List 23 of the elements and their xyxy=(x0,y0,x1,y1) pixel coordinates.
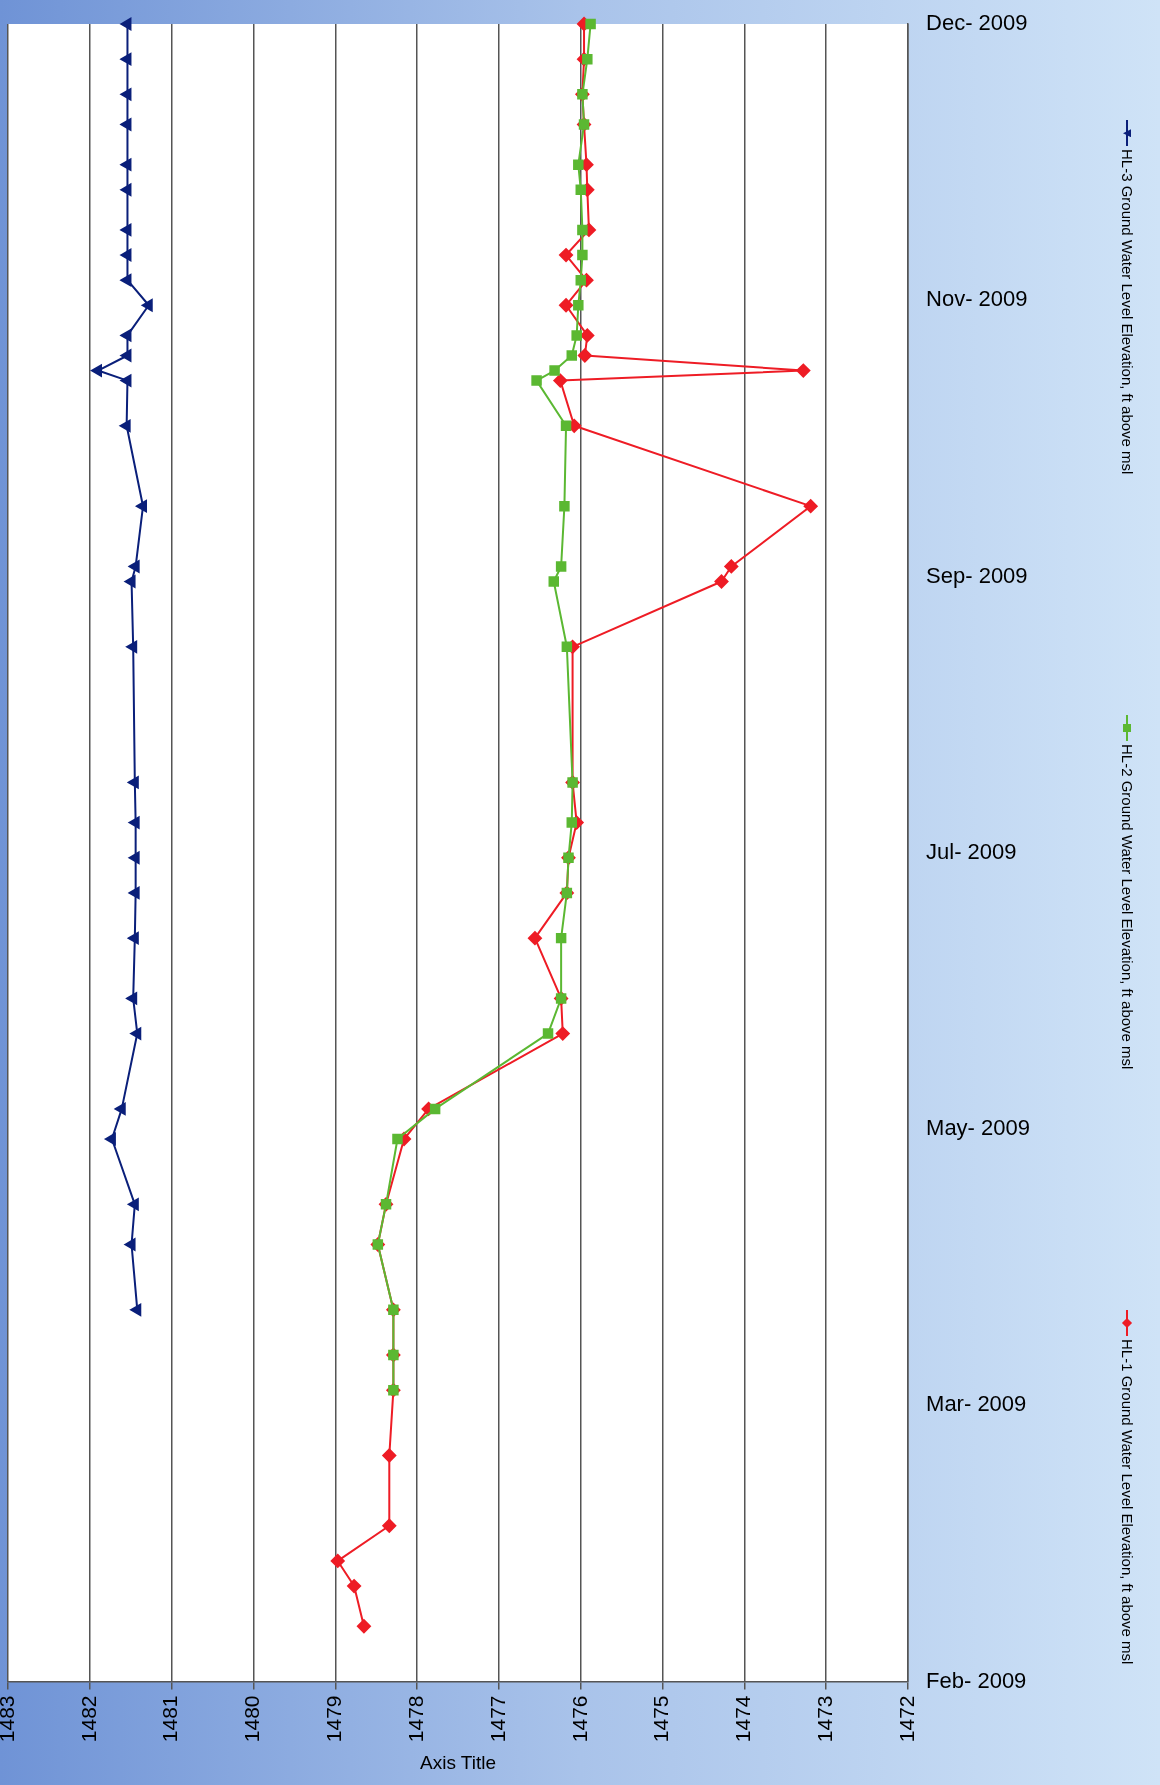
legend-label: HL-1 Ground Water Level Elevation, ft above msl xyxy=(1118,1339,1136,1665)
x-tick-label: 1473 xyxy=(813,1695,837,1743)
x-tick-label: 1475 xyxy=(649,1695,673,1743)
y-tick-label: Sep- 2009 xyxy=(926,562,1028,588)
x-tick-label: 1483 xyxy=(0,1695,18,1743)
x-tick-label: 1478 xyxy=(403,1695,427,1743)
legend-label: HL-2 Ground Water Level Elevation, ft above msl xyxy=(1118,744,1136,1070)
x-tick-label: 1482 xyxy=(76,1695,100,1743)
x-axis-title: Axis Title xyxy=(420,1751,497,1773)
x-tick-label: 1477 xyxy=(485,1695,509,1743)
x-tick-label: 1476 xyxy=(567,1695,591,1743)
x-tick-label: 1480 xyxy=(240,1695,264,1743)
y-tick-label: Mar- 2009 xyxy=(926,1391,1027,1417)
y-tick-label: Feb- 2009 xyxy=(926,1667,1027,1693)
y-tick-label: May- 2009 xyxy=(926,1115,1031,1141)
y-tick-label: Dec- 2009 xyxy=(926,10,1028,36)
y-tick-label: Jul- 2009 xyxy=(926,838,1017,864)
y-tick-label: Nov- 2009 xyxy=(926,286,1028,312)
legend-label: HL-3 Ground Water Level Elevation, ft above msl xyxy=(1118,149,1136,475)
x-tick-label: 1474 xyxy=(731,1695,755,1743)
x-tick-label: 1472 xyxy=(894,1695,918,1743)
x-tick-label: 1479 xyxy=(322,1695,346,1743)
x-tick-label: 1481 xyxy=(158,1695,182,1743)
